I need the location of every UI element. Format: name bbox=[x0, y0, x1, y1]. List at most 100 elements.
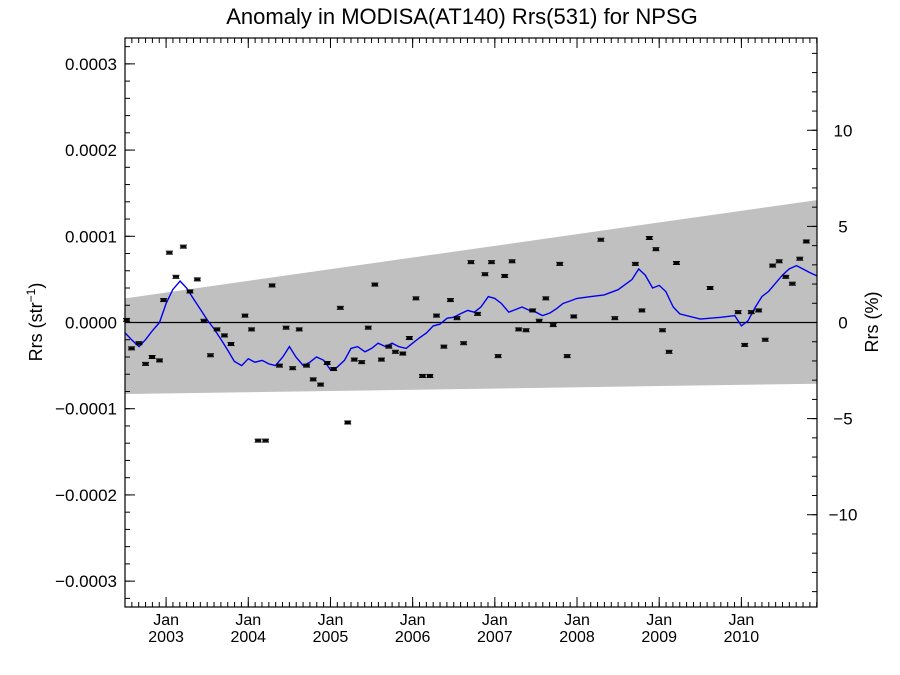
data-point bbox=[432, 313, 440, 318]
data-point bbox=[303, 363, 311, 368]
data-point bbox=[796, 256, 804, 261]
data-point-mark bbox=[556, 262, 563, 265]
data-point-mark bbox=[351, 358, 358, 361]
x-tick-month-label: Jan bbox=[646, 612, 672, 629]
data-point-mark bbox=[454, 317, 461, 320]
data-point-mark bbox=[214, 328, 221, 331]
data-point bbox=[248, 327, 256, 332]
right-y-axis: 10 5 0 −5 −10 bbox=[807, 52, 857, 593]
data-point-mark bbox=[748, 311, 755, 314]
data-point bbox=[446, 298, 454, 303]
data-point bbox=[494, 354, 502, 359]
data-point-mark bbox=[123, 318, 130, 321]
data-point-mark bbox=[515, 328, 522, 331]
data-point bbox=[638, 308, 646, 313]
data-point-mark bbox=[283, 326, 290, 329]
data-point bbox=[148, 354, 156, 359]
data-point bbox=[549, 323, 557, 328]
data-point bbox=[399, 351, 407, 356]
data-point-mark bbox=[248, 328, 255, 331]
left-y-tick-label: −0.0002 bbox=[55, 486, 117, 505]
x-tick-year-label: 2003 bbox=[148, 629, 184, 646]
data-point bbox=[123, 317, 131, 322]
data-point bbox=[535, 318, 543, 323]
left-y-axis-label-close: ) bbox=[26, 283, 46, 289]
right-y-tick-label: 10 bbox=[834, 121, 853, 140]
data-point-mark bbox=[276, 364, 283, 367]
data-point bbox=[172, 274, 180, 279]
data-point bbox=[734, 310, 742, 315]
data-point-mark bbox=[241, 314, 248, 317]
data-point-mark bbox=[474, 312, 481, 315]
data-point-mark bbox=[447, 299, 454, 302]
data-point-mark bbox=[289, 367, 296, 370]
data-point-mark bbox=[194, 278, 201, 281]
data-point bbox=[385, 344, 393, 349]
left-y-axis: 0.0003 0.0002 0.0001 0.0000 −0.0001 −0.0002 −0… bbox=[55, 46, 135, 599]
right-y-axis-label: Rrs (%) bbox=[862, 292, 882, 353]
data-point bbox=[135, 341, 143, 346]
data-point-mark bbox=[207, 354, 214, 357]
data-point-mark bbox=[426, 374, 433, 377]
data-point-mark bbox=[529, 309, 536, 312]
data-point-mark bbox=[803, 240, 810, 243]
data-point-mark bbox=[597, 238, 604, 241]
data-point-mark bbox=[149, 355, 156, 358]
data-point bbox=[529, 308, 537, 313]
data-point bbox=[254, 438, 262, 443]
data-point-mark bbox=[172, 275, 179, 278]
data-point bbox=[542, 296, 550, 301]
data-point bbox=[597, 237, 605, 242]
data-point bbox=[262, 438, 270, 443]
data-point-mark bbox=[666, 350, 673, 353]
left-y-axis-label: Rrs (str−1) bbox=[24, 283, 46, 362]
data-point-mark bbox=[412, 297, 419, 300]
data-point-mark bbox=[542, 297, 549, 300]
data-point-mark bbox=[324, 362, 331, 365]
data-point-mark bbox=[741, 343, 748, 346]
data-point-mark bbox=[523, 329, 530, 332]
data-point-mark bbox=[735, 311, 742, 314]
data-point bbox=[276, 363, 284, 368]
data-point bbox=[474, 311, 482, 316]
data-point-mark bbox=[156, 359, 163, 362]
data-point bbox=[788, 281, 796, 286]
data-point bbox=[412, 296, 420, 301]
x-tick-month-label: Jan bbox=[564, 612, 590, 629]
data-point bbox=[453, 316, 461, 321]
data-point-mark bbox=[488, 261, 495, 264]
trend-band-fill bbox=[125, 200, 817, 395]
data-point bbox=[391, 349, 399, 354]
data-point-mark bbox=[652, 248, 659, 251]
data-point bbox=[611, 316, 619, 321]
smoothed-series bbox=[124, 264, 818, 371]
data-point bbox=[501, 273, 509, 278]
x-tick-year-label: 2008 bbox=[559, 629, 595, 646]
data-point-mark bbox=[419, 374, 426, 377]
data-point-mark bbox=[371, 283, 378, 286]
x-axis: Jan2003Jan2004Jan2005Jan2006Jan2007Jan20… bbox=[124, 38, 818, 646]
data-point bbox=[350, 357, 358, 362]
left-y-tick-label: 0.0000 bbox=[65, 314, 117, 333]
data-point-mark bbox=[755, 309, 762, 312]
data-point-mark bbox=[632, 262, 639, 265]
x-tick-year-label: 2009 bbox=[641, 629, 677, 646]
left-y-tick-label: −0.0001 bbox=[55, 400, 117, 419]
data-point bbox=[775, 259, 783, 264]
data-point bbox=[193, 277, 201, 282]
data-point bbox=[747, 310, 755, 315]
data-point-mark bbox=[180, 245, 187, 248]
data-point bbox=[522, 328, 530, 333]
data-point-mark bbox=[135, 342, 142, 345]
data-point-mark bbox=[358, 361, 365, 364]
chart-title: Anomaly in MODISA(AT140) Rrs(531) for NP… bbox=[226, 4, 698, 29]
data-point-mark bbox=[440, 345, 447, 348]
data-point bbox=[186, 289, 194, 294]
left-y-tick-label: 0.0003 bbox=[65, 55, 117, 74]
data-point bbox=[658, 328, 666, 333]
data-point-mark bbox=[762, 338, 769, 341]
data-point-mark bbox=[378, 358, 385, 361]
x-tick-year-label: 2006 bbox=[395, 629, 431, 646]
data-point bbox=[206, 353, 214, 358]
left-y-tick-label: 0.0001 bbox=[65, 227, 117, 246]
